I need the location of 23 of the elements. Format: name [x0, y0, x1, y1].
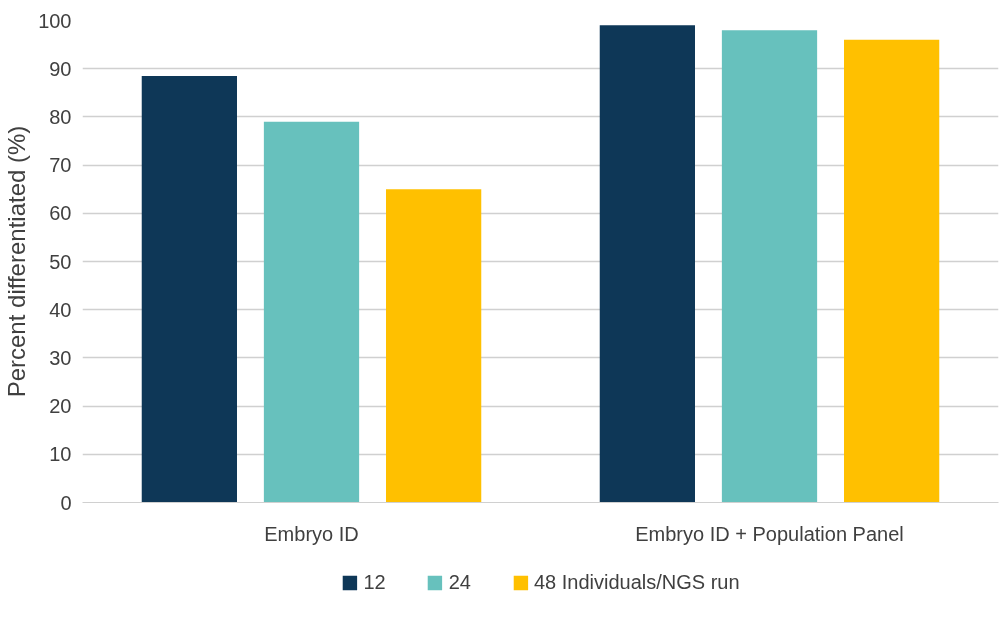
y-tick-label: 0 — [60, 491, 72, 514]
x-tick-label: Embryo ID + Population Panel — [635, 522, 904, 545]
bar — [599, 25, 695, 503]
y-tick-label: 100 — [38, 9, 72, 32]
y-tick-label: 20 — [49, 395, 72, 418]
y-tick-label: 60 — [49, 202, 72, 225]
bar — [844, 39, 940, 503]
y-tick-label: 90 — [49, 57, 72, 80]
y-axis-title: Percent differentiated (%) — [3, 125, 31, 398]
y-tick-label: 30 — [49, 346, 72, 369]
x-tick-label: Embryo ID — [264, 522, 359, 545]
bar — [263, 121, 360, 503]
legend-label: 24 — [448, 570, 471, 594]
y-tick-label: 10 — [49, 443, 72, 466]
y-tick-label: 70 — [49, 154, 72, 177]
y-tick-label: 50 — [49, 250, 72, 273]
y-tick-label: 80 — [49, 105, 72, 128]
bar — [721, 30, 818, 503]
bar — [141, 75, 237, 503]
legend-label: 48 Individuals/NGS run — [533, 570, 740, 594]
y-tick-label: 40 — [49, 298, 72, 321]
legend-label: 12 — [363, 570, 386, 594]
bar — [386, 189, 482, 503]
